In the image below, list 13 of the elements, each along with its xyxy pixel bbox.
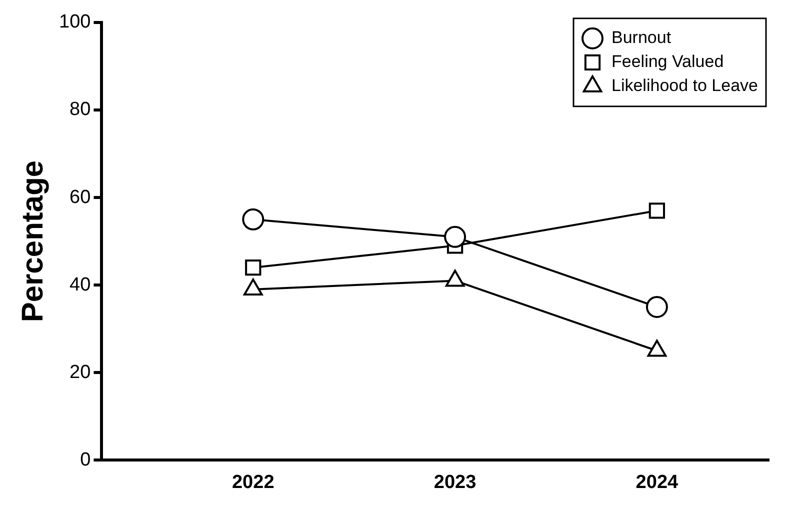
y-tick-label: 60 bbox=[70, 186, 91, 208]
legend-label: Feeling Valued bbox=[612, 52, 724, 72]
y-axis-title: Percentage bbox=[16, 160, 50, 322]
x-tick-label: 2022 bbox=[232, 472, 274, 493]
y-tick-label: 100 bbox=[59, 12, 91, 33]
x-tick-label: 2023 bbox=[434, 472, 476, 493]
y-tick-label: 40 bbox=[70, 274, 91, 296]
y-tick-label: 0 bbox=[80, 449, 91, 470]
y-tick-label: 20 bbox=[70, 362, 91, 383]
legend-label: Likelihood to Leave bbox=[612, 76, 758, 96]
legend-label: Burnout bbox=[612, 28, 672, 48]
x-tick-label: 2024 bbox=[636, 472, 679, 493]
y-tick-label: 80 bbox=[70, 99, 91, 120]
